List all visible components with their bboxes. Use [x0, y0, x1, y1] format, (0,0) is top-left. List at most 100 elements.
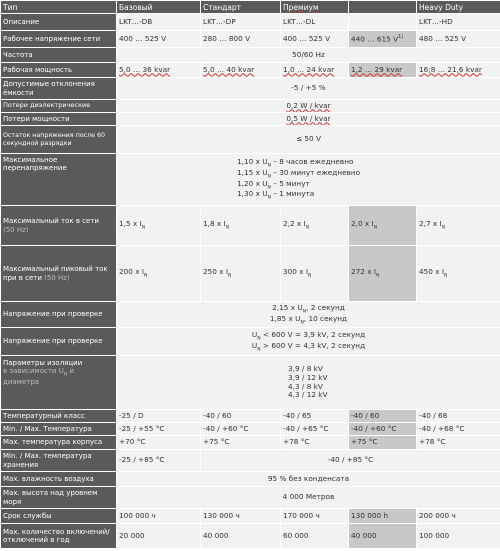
- cell-value: +75 °C: [348, 435, 417, 450]
- cell-value: -40 / 60: [200, 409, 281, 423]
- row-max-current: Максимальный ток в сети (50 Hz) 1,5 x IN …: [0, 205, 500, 246]
- cell-value: 40 000: [200, 523, 281, 549]
- row-label: Потери мощности: [0, 112, 117, 126]
- overvoltage-line: 1,20 x UN – 5 минут: [237, 178, 310, 190]
- cell-value: LKT…-HD: [416, 13, 500, 31]
- cell-value: 4 000 Метров: [116, 486, 500, 509]
- test-voltage-line: UN < 600 V = 3,9 kV, 2 секунд: [251, 329, 366, 342]
- row-tolerance: Допустимые отклонения ёмкости -5 / +5 %: [0, 77, 500, 100]
- row-label: Напряжение при проверке: [0, 327, 117, 356]
- row-label: Потери диэлектрические: [0, 99, 117, 113]
- header-type: Тип: [0, 0, 117, 14]
- row-power-losses: Потери мощности 0,5 W / kvar: [0, 112, 500, 126]
- overvoltage-line: 1,30 x UN – 1 минута: [237, 189, 315, 201]
- cell-value: 250 x IN: [200, 245, 281, 302]
- row-label: Max. количество включений/отключений в г…: [0, 523, 117, 549]
- row-note: в зависимости UN и: [3, 367, 74, 378]
- row-dielectric-losses: Потери диэлектрические 0,2 W / kvar: [0, 99, 500, 113]
- insulation-line: 4,3 / 12 kV: [288, 390, 328, 400]
- row-max-overvoltage: Максимальное перенапряжение 1,10 x UN – …: [0, 153, 500, 206]
- cell-value: 280 … 800 V: [200, 30, 281, 48]
- insulation-line: 3,9 / 8 kV: [288, 364, 323, 373]
- row-power: Рабочая мощность 5,0 … 36 kvar 5,0 … 40 …: [0, 62, 500, 78]
- row-residual-voltage: Остаток напряжения после 60 секундной ра…: [0, 125, 500, 154]
- row-label: Частота: [0, 47, 117, 63]
- cell-value: 450 x IN: [416, 245, 500, 302]
- cell-value: 100 000: [416, 523, 500, 549]
- insulation-line: 4,3 / 8 kV: [288, 381, 323, 391]
- test-voltage-line: UN > 600 V = 4,3 kV, 2 секунд: [251, 340, 366, 352]
- cell-value: 400 … 525 V: [116, 30, 201, 48]
- cell-value: 5,0 … 36 kvar: [116, 62, 201, 78]
- cell-value: -40 / +85 °C: [200, 449, 500, 472]
- cell-value: -25 / +85 °C: [116, 449, 201, 472]
- row-label: Остаток напряжения после 60 секундной ра…: [0, 125, 117, 154]
- row-max-peak-current: Максимальный пиковый ток при в сети (50 …: [0, 245, 500, 302]
- cell-value: LKT…-DL: [280, 13, 349, 31]
- row-description: Описание LKT…-DB LKT…-DP LKT…-DL LKT…-HD: [0, 13, 500, 31]
- cell-value: 5,0 … 40 kvar: [200, 62, 281, 78]
- row-temp-class: Температурный класс -25 / D -40 / 60 -40…: [0, 409, 500, 423]
- row-label: Напряжение при проверке: [0, 301, 117, 328]
- row-label: Срок службы: [0, 508, 117, 524]
- row-label: Рабочее напряжение сети: [0, 30, 117, 48]
- cell-value: 60 000: [280, 523, 349, 549]
- cell-value: +75 °C: [200, 435, 281, 450]
- cell-value: 272 x IN: [348, 245, 417, 302]
- cell-value: -40 / 65: [280, 409, 349, 423]
- row-label: Максимальное перенапряжение: [0, 153, 117, 206]
- row-case-temp: Max. температура корпуса +70 °C +75 °C +…: [0, 435, 500, 450]
- test-voltage-line: 1,85 x UN, 10 секунд: [269, 313, 348, 325]
- row-test-voltage-1: Напряжение при проверке 2,15 x UN, 2 сек…: [0, 301, 500, 328]
- cell-value: 1,10 x UN – 8 часов ежедневно 1,15 x UN …: [116, 153, 500, 206]
- cell-value: +78 °C: [416, 435, 500, 450]
- row-label: Описание: [0, 13, 117, 31]
- cell-value: [348, 13, 417, 31]
- row-label: Max. температура корпуса: [0, 435, 117, 450]
- test-voltage-line: 2,15 x UN, 2 секунд: [272, 302, 345, 315]
- header-heavy-duty: Heavy Duty: [416, 0, 500, 14]
- row-label: Параметры изоляции в зависимости UN и диам…: [0, 355, 117, 410]
- cell-value: 1,5 x IN: [116, 205, 201, 246]
- cell-value: 100 000 ч: [116, 508, 201, 524]
- cell-value: -40 / +65 °C: [280, 422, 349, 436]
- row-insulation: Параметры изоляции в зависимости UN и диам…: [0, 355, 500, 410]
- row-label: Min. / Max. температура хранения: [0, 449, 117, 472]
- row-label: Max. влажность воздуха: [0, 471, 117, 487]
- row-note: диаметра: [3, 378, 40, 387]
- cell-value: 200 x IN: [116, 245, 201, 302]
- cell-value: -5 / +5 %: [116, 77, 500, 100]
- cell-value: LKT…-DP: [200, 13, 281, 31]
- cell-value: 130 000 ч: [200, 508, 281, 524]
- cell-value: -40 / 68: [416, 409, 500, 423]
- cell-value: 1,0 … 24 kvar: [280, 62, 349, 78]
- cell-value: 2,0 x IN: [348, 205, 417, 246]
- cell-value: LKT…-DB: [116, 13, 201, 31]
- row-label: Рабочая мощность: [0, 62, 117, 78]
- row-humidity: Max. влажность воздуха 95 % без конденса…: [0, 471, 500, 487]
- cell-value: 200 000 ч: [416, 508, 500, 524]
- footnote-mark: 1): [398, 33, 404, 40]
- overvoltage-line: 1,10 x UN – 8 часов ежедневно: [237, 156, 354, 169]
- header-basic: Базовый: [116, 0, 201, 14]
- header-premium-hv: [348, 0, 417, 14]
- cell-value: 2,15 x UN, 2 секунд 1,85 x UN, 10 секунд: [116, 301, 500, 328]
- cell-value: 2,7 x IN: [416, 205, 500, 246]
- cell-value: -40 / 60: [348, 409, 417, 423]
- row-frequency: Частота 50/60 Hz: [0, 47, 500, 63]
- row-label: Max. высота над уровнем моря: [0, 486, 117, 509]
- cell-value: 480 … 525 V: [416, 30, 500, 48]
- cell-value: 16;8 … 21,6 kvar: [416, 62, 500, 78]
- cell-value: 1,8 x IN: [200, 205, 281, 246]
- insulation-line: 3,9 / 12 kV: [288, 372, 328, 382]
- cell-value: 130 000 h: [348, 508, 417, 524]
- row-label: Максимальный пиковый ток при в сети (50 …: [0, 245, 117, 302]
- cell-value: 400 … 525 V: [280, 30, 349, 48]
- row-label: Допустимые отклонения ёмкости: [0, 77, 117, 100]
- row-switching: Max. количество включений/отключений в г…: [0, 523, 500, 549]
- header-row: Тип Базовый Стандарт Премиум Heavy Duty: [0, 0, 500, 14]
- row-note: (50 Hz): [3, 225, 29, 234]
- cell-value: 50/60 Hz: [116, 47, 500, 63]
- row-label: Min. / Max. Температура: [0, 422, 117, 436]
